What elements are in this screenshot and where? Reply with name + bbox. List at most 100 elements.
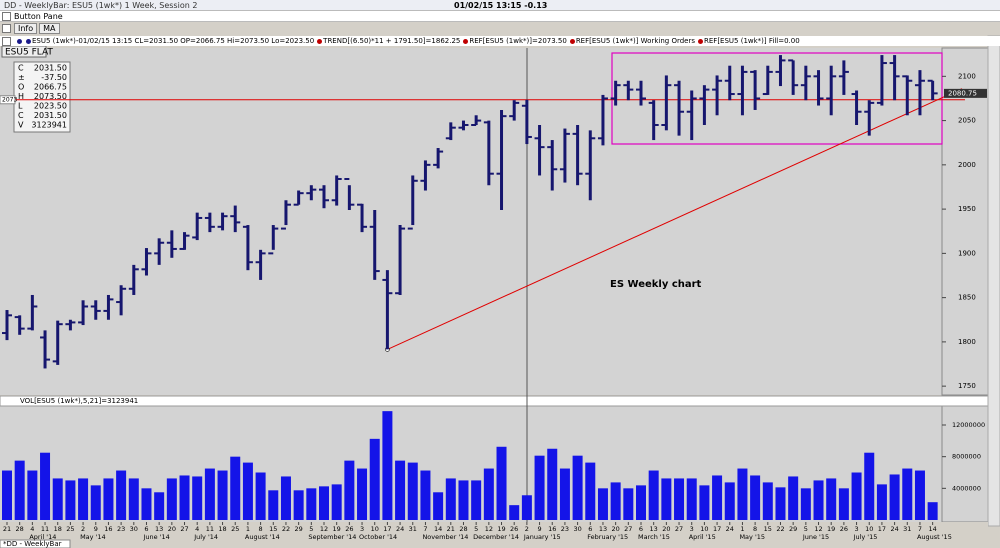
last-price-box — [944, 88, 987, 98]
symbol-label: ESU5 FLAT — [5, 48, 53, 58]
volume-bar — [27, 470, 38, 520]
info-key: H — [18, 92, 24, 101]
x-tick-label: 13 — [155, 525, 163, 533]
indicator: REF[ESU5 (1wk*)] Fill=0.00 — [704, 37, 800, 45]
volume-bar — [128, 478, 139, 520]
volume-bar — [268, 490, 279, 520]
volume-bar — [813, 480, 824, 520]
volume-header: VOL[ESU5 (1wk*),5,21]=3123941 — [20, 397, 138, 405]
dot — [698, 38, 703, 44]
month-label: April '15 — [689, 533, 716, 541]
volume-bar — [927, 502, 938, 520]
x-tick-label: 3 — [854, 525, 858, 533]
x-tick-label: 26 — [510, 525, 518, 533]
volume-bar — [445, 478, 456, 520]
volume-bar — [737, 468, 748, 520]
volume-bar — [103, 478, 114, 520]
y-tick-label: 2050 — [958, 117, 976, 125]
x-tick-label: 7 — [918, 525, 922, 533]
info-value: 2023.50 — [34, 102, 67, 111]
tab[interactable]: MA — [39, 22, 60, 34]
info-box — [13, 61, 71, 133]
x-tick-label: 28 — [16, 525, 24, 533]
month-label: June '15 — [802, 533, 829, 541]
button-pane-row: Button Pane — [0, 11, 1000, 22]
volume-bar — [204, 468, 215, 520]
ref-label-box — [0, 95, 16, 105]
x-tick-label: 1 — [740, 525, 744, 533]
volume-bar — [306, 488, 317, 520]
info-key: L — [18, 102, 23, 111]
month-label: April '14 — [29, 533, 56, 541]
x-tick-label: 27 — [624, 525, 632, 533]
x-tick-label: 16 — [548, 525, 556, 533]
dot — [569, 38, 575, 44]
volume-bar — [357, 468, 368, 520]
month-label: January '15 — [523, 533, 561, 541]
x-tick-label: 22 — [776, 525, 784, 533]
volume-bar — [547, 448, 558, 520]
x-tick-label: 22 — [282, 525, 290, 533]
volume-pane — [0, 406, 942, 522]
y-tick-label: 1950 — [958, 205, 976, 213]
x-tick-label: 21 — [3, 525, 11, 533]
tab-row: Info MA — [0, 22, 1000, 34]
close-icon[interactable] — [2, 11, 11, 21]
volume-bar — [788, 476, 799, 520]
x-tick-label: 3 — [360, 525, 364, 533]
x-tick-label: 18 — [54, 525, 62, 533]
volume-bar — [851, 472, 862, 520]
y-tick-label: 1900 — [958, 249, 976, 257]
last-price-label: 2080.75 — [948, 89, 977, 97]
symbol-box — [1, 45, 47, 58]
x-tick-label: 8 — [259, 525, 263, 533]
dot — [317, 38, 323, 44]
volume-bar — [889, 474, 900, 520]
close-icon[interactable] — [2, 23, 11, 33]
volume-bar — [762, 482, 773, 520]
volume-bar — [838, 488, 849, 520]
x-tick-label: 20 — [662, 525, 670, 533]
y-tick-label: 2100 — [958, 72, 976, 80]
button-pane: Button Pane — [14, 11, 63, 21]
close-icon[interactable] — [2, 36, 11, 46]
doc-tab[interactable] — [0, 539, 71, 548]
x-tick-label: 4 — [30, 525, 34, 533]
volume-bar — [876, 484, 887, 520]
volume-bar — [585, 462, 596, 520]
volume-bar — [166, 478, 177, 520]
volume-bar — [40, 452, 51, 520]
volume-bar — [319, 486, 329, 520]
ref-label: 2073 — [2, 96, 17, 103]
volume-bar — [559, 468, 570, 520]
x-tick-label: 20 — [168, 525, 176, 533]
volume-bar — [255, 472, 266, 520]
volume-bar — [242, 462, 253, 520]
x-tick-label: 17 — [383, 525, 391, 533]
info-value: 3123941 — [31, 121, 67, 130]
volume-bar — [712, 475, 723, 520]
indicator: REF[ESU5 (1wk*)]=2073.50 — [469, 37, 567, 45]
info-key: ± — [18, 73, 25, 82]
x-tick-label: 24 — [890, 525, 898, 533]
tab[interactable]: Info — [14, 22, 38, 34]
y-tick-label: 8000000 — [952, 453, 981, 461]
info-value: 2031.50 — [34, 111, 67, 120]
volume-bar — [648, 470, 659, 520]
scrollbar[interactable] — [987, 35, 1000, 527]
x-tick-label: 15 — [764, 525, 772, 533]
month-label: March '15 — [638, 533, 670, 541]
volume-bar — [724, 482, 735, 520]
x-tick-label: 31 — [903, 525, 911, 533]
month-label: February '15 — [587, 533, 628, 541]
month-label: September '14 — [308, 533, 356, 541]
x-tick-label: 7 — [423, 525, 427, 533]
info-value: 2031.50 — [34, 64, 67, 73]
x-tick-label: 26 — [840, 525, 848, 533]
price-pane — [0, 48, 942, 395]
x-tick-label: 28 — [459, 525, 467, 533]
month-label: August '15 — [917, 533, 952, 541]
x-tick-label: 12 — [814, 525, 822, 533]
volume-bar — [686, 478, 697, 520]
doc-tab-label[interactable]: *DD - WeeklyBar — [3, 540, 62, 548]
